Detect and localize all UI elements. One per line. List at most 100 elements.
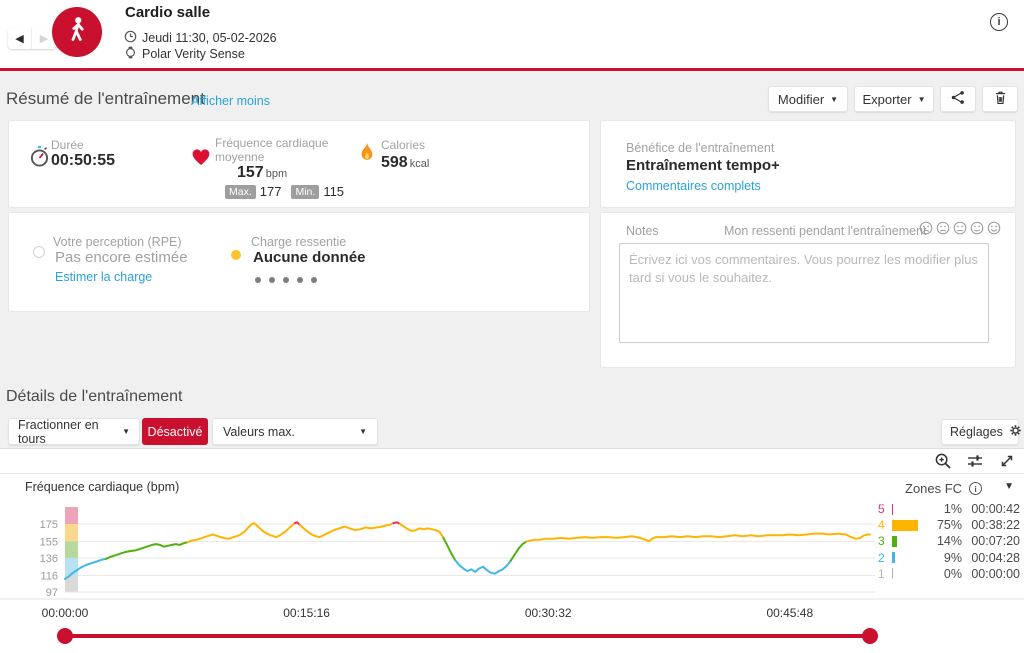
mood-faces <box>919 221 1001 235</box>
felt-load-value: Aucune donnée <box>253 249 366 266</box>
export-button[interactable]: Exporter ▼ <box>854 86 934 112</box>
stopwatch-icon <box>29 145 50 173</box>
max-chip: Max. <box>225 184 256 199</box>
felt-load-dot <box>283 277 289 283</box>
felt-load-dot <box>311 277 317 283</box>
brand-divider <box>0 68 1024 71</box>
next-session-button[interactable]: ▶ <box>39 33 49 45</box>
duration-value: 00:50:55 <box>51 152 116 169</box>
min-hr-value: 115 <box>323 184 345 199</box>
estimate-load-link[interactable]: Estimer la charge <box>55 270 153 284</box>
range-slider-handle-end[interactable] <box>862 628 878 644</box>
settings-button[interactable]: Réglages <box>941 419 1021 445</box>
mood-label: Mon ressenti pendant l'entraînement <box>724 224 927 238</box>
benefit-value: Entraînement tempo+ <box>626 157 780 174</box>
previous-session-button[interactable]: ◀ <box>8 28 32 49</box>
chart-toolbar <box>934 452 1016 475</box>
big-smile-face-icon[interactable] <box>987 221 1001 235</box>
zone-time: 00:07:20 <box>971 534 1020 549</box>
zone-number: 2 <box>878 550 885 565</box>
filter-sliders-icon[interactable] <box>966 452 984 475</box>
chart-panel: Fréquence cardiaque (bpm) 175 155 136 116 97… <box>0 448 1024 653</box>
hr-zones-rows: 5 1% 00:00:42 4 75% 00:38:22 3 14% 00:07:20 2 9% 00… <box>863 501 1020 582</box>
hr-zone-row: 2 9% 00:04:28 <box>863 550 1020 566</box>
split-laps-select[interactable]: Fractionner en tours ▼ <box>8 418 140 446</box>
zone-band-zone5 <box>65 507 78 524</box>
rpe-value: Pas encore estimée <box>55 249 188 266</box>
x-axis-tick: 00:30:32 <box>525 606 572 620</box>
stats-card: Durée 00:50:55 Fréquence cardiaque moyen… <box>8 120 590 208</box>
expand-icon[interactable] <box>998 452 1016 475</box>
range-slider-handle-start[interactable] <box>57 628 73 644</box>
details-heading: Détails de l'entraînement <box>6 388 183 405</box>
heart-rate-line-segment <box>509 540 528 562</box>
zones-title: Zones FC <box>905 481 963 496</box>
session-nav: ◀ ▶ <box>8 28 56 49</box>
hr-zone-row: 3 14% 00:07:20 <box>863 533 1020 549</box>
zone-percent: 1% <box>943 502 962 517</box>
zone-band-zone2 <box>65 558 78 576</box>
zone-percent: 0% <box>943 566 962 581</box>
chevron-down-icon: ▼ <box>917 94 926 104</box>
hr-zones-header: Zones FC i ▼ <box>863 479 1020 501</box>
full-feedback-link[interactable]: Commentaires complets <box>626 179 761 193</box>
values-mode-select[interactable]: Valeurs max. ▼ <box>212 418 378 445</box>
zones-info-icon[interactable]: i <box>969 482 982 495</box>
sad-face-icon[interactable] <box>936 221 950 235</box>
zone-bar <box>892 519 918 531</box>
modify-button[interactable]: Modifier ▼ <box>768 86 848 112</box>
y-axis-tick: 175 <box>40 519 58 531</box>
info-icon[interactable]: i <box>990 13 1008 31</box>
zoom-in-icon[interactable] <box>934 452 952 475</box>
show-less-link[interactable]: Afficher moins <box>191 94 270 108</box>
hr-zones-panel: Zones FC i ▼ 5 1% 00:00:42 4 75% 00:38:22 3 14%… <box>863 479 1020 582</box>
felt-load-label: Charge ressentie <box>251 235 347 249</box>
zone-bar <box>892 503 893 515</box>
trash-icon <box>992 89 1009 109</box>
rpe-label: Votre perception (RPE) <box>53 235 182 249</box>
heart-rate-line-segment <box>298 522 395 539</box>
page-title: Cardio salle <box>125 4 211 21</box>
y-axis-tick: 155 <box>40 536 58 548</box>
notes-label: Notes <box>626 224 659 238</box>
sport-avatar <box>52 7 102 57</box>
very-sad-face-icon[interactable] <box>919 221 933 235</box>
zone-percent: 75% <box>936 518 962 533</box>
felt-load-dots <box>255 277 317 283</box>
felt-load-dot <box>297 277 303 283</box>
gear-icon <box>1008 423 1023 441</box>
heart-rate-line-segment <box>454 559 512 575</box>
zone-percent: 9% <box>943 550 962 565</box>
walking-person-icon <box>62 15 92 50</box>
split-disabled-toggle[interactable]: Désactivé <box>142 418 208 445</box>
neutral-face-icon[interactable] <box>953 221 967 235</box>
smile-face-icon[interactable] <box>970 221 984 235</box>
share-button[interactable] <box>940 86 976 112</box>
chevron-down-icon: ▼ <box>359 427 367 436</box>
delete-button[interactable] <box>982 86 1018 112</box>
heart-rate-line-segment <box>392 521 401 525</box>
zone-bar <box>892 552 895 564</box>
zone-percent: 14% <box>936 534 962 549</box>
zone-number: 3 <box>878 534 885 549</box>
device-watch-icon <box>124 46 137 62</box>
time-range-slider-track[interactable] <box>65 634 870 638</box>
heart-rate-line-segment <box>399 523 445 539</box>
zone-number: 5 <box>878 502 885 517</box>
zone-band-zone4 <box>65 524 78 542</box>
zones-collapse-icon[interactable]: ▼ <box>1004 481 1014 492</box>
heart-rate-line-segment <box>294 521 301 526</box>
notes-textarea[interactable] <box>619 243 989 343</box>
min-chip: Min. <box>291 184 320 199</box>
x-axis-tick: 00:15:16 <box>283 606 330 620</box>
y-axis-tick: 116 <box>40 570 58 582</box>
rpe-circle-icon <box>33 246 45 258</box>
zone-number: 4 <box>878 518 885 533</box>
zone-number: 1 <box>878 566 885 581</box>
duration-label: Durée <box>51 138 84 152</box>
avg-hr-label: Fréquence cardiaque moyenne <box>215 136 329 164</box>
heart-rate-line-segment <box>186 522 296 544</box>
benefit-card: Bénéfice de l'entraînement Entraînement … <box>600 120 1016 208</box>
zone-time: 00:38:22 <box>971 518 1020 533</box>
hr-zone-row: 1 0% 00:00:00 <box>863 566 1020 582</box>
